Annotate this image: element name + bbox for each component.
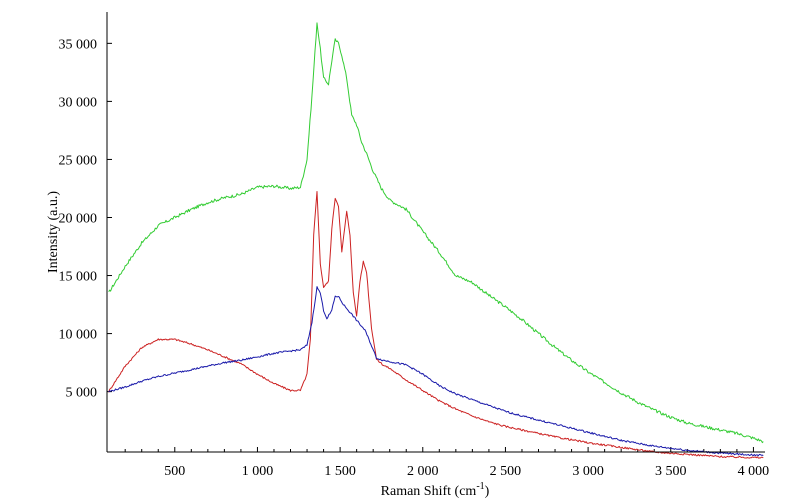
y-axis-title: Intensity (a.u.) xyxy=(46,191,61,273)
y-tick-label: 10 000 xyxy=(59,328,98,343)
x-tick-label: 1 500 xyxy=(324,464,356,479)
y-tick-label: 30 000 xyxy=(59,95,98,110)
y-tick-label: 20 000 xyxy=(59,211,98,226)
x-axis-ticks: 500 1 000 1 500 2 000 2 500 3 000 3 500 4 000 xyxy=(124,447,770,479)
y-tick-label: 5 000 xyxy=(66,386,98,401)
spectrum-line-1 xyxy=(108,22,764,444)
y-tick-label: 25 000 xyxy=(59,153,98,168)
spectrum-line-3 xyxy=(108,286,764,457)
spectrum-line-2 xyxy=(108,191,764,459)
x-tick-label: 2 000 xyxy=(407,464,439,479)
y-tick-label: 15 000 xyxy=(59,270,98,285)
x-tick-label: 2 500 xyxy=(490,464,522,479)
x-axis-title-close: ) xyxy=(485,484,490,499)
x-axis-title-main: Raman Shift (cm xyxy=(381,484,477,499)
x-tick-label: 3 000 xyxy=(572,464,604,479)
x-tick-label: 500 xyxy=(164,464,185,479)
x-axis-title: Raman Shift (cm-1) xyxy=(381,481,490,499)
y-axis-ticks: 5 000 10 000 15 000 20 000 25 000 30 000 35 00… xyxy=(59,37,112,401)
y-tick-label: 35 000 xyxy=(59,37,98,52)
x-tick-label: 1 000 xyxy=(242,464,274,479)
x-tick-label: 4 000 xyxy=(738,464,770,479)
plot-area xyxy=(108,22,764,459)
x-axis-title-superscript: -1 xyxy=(476,481,484,492)
x-tick-label: 3 500 xyxy=(655,464,687,479)
